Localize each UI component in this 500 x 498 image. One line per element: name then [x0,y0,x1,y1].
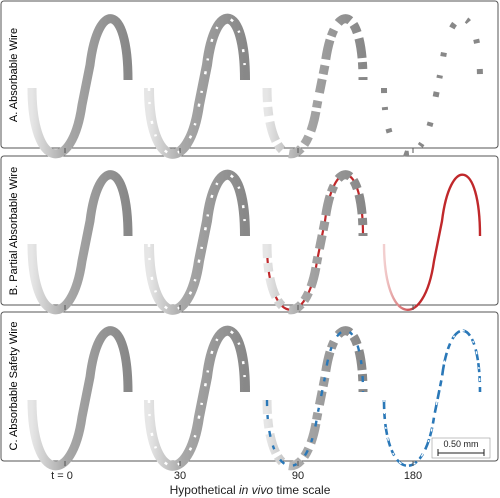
row-label-a: A. Absorbable Wire [8,28,20,122]
wire-absorbable-t1 [144,13,250,159]
row-label-c: C. Absorbable Safety Wire [8,321,20,450]
time-label-0: t = 0 [51,470,73,482]
eroding-wire [144,169,250,315]
row-label-b: B. Partial Absorbable Wire [8,167,20,295]
remaining-core-wire [382,173,482,311]
wire-partial-t2 [262,170,368,315]
fragmenting-wire [262,14,368,159]
wire-partial-t1 [144,169,250,315]
wire-partial-t3 [382,173,482,311]
intact-wire [27,14,133,159]
x-axis-title: Hypothetical in vivo time scale [170,483,331,497]
scale-bar-label: 0.50 mm [443,439,478,449]
fragmenting-wire [262,170,368,315]
x-axis-title-italic: in vivo [239,483,273,497]
intact-wire [27,326,133,471]
remaining-safety-filament [382,329,482,467]
wire-absorbable-t0 [27,14,133,159]
eroding-wire [144,13,250,159]
wire-stages [27,13,483,471]
wire-partial-t0 [27,170,133,315]
wire-safety-t0 [27,326,133,471]
panel-ticks [64,148,414,466]
fragmenting-wire [262,326,368,471]
time-label-30: 30 [174,470,186,482]
intact-wire [27,170,133,315]
eroding-wire [144,325,250,471]
time-label-180: 180 [404,470,422,482]
x-axis-title-prefix: Hypothetical [170,483,239,497]
time-label-90: 90 [292,470,304,482]
wire-absorbable-t2 [262,14,368,159]
x-axis-title-suffix: time scale [273,483,331,497]
scale-bar: 0.50 mm [431,437,491,459]
wire-safety-t1 [144,325,250,471]
wire-safety-t3 [382,329,482,467]
wire-safety-t2 [262,326,368,471]
